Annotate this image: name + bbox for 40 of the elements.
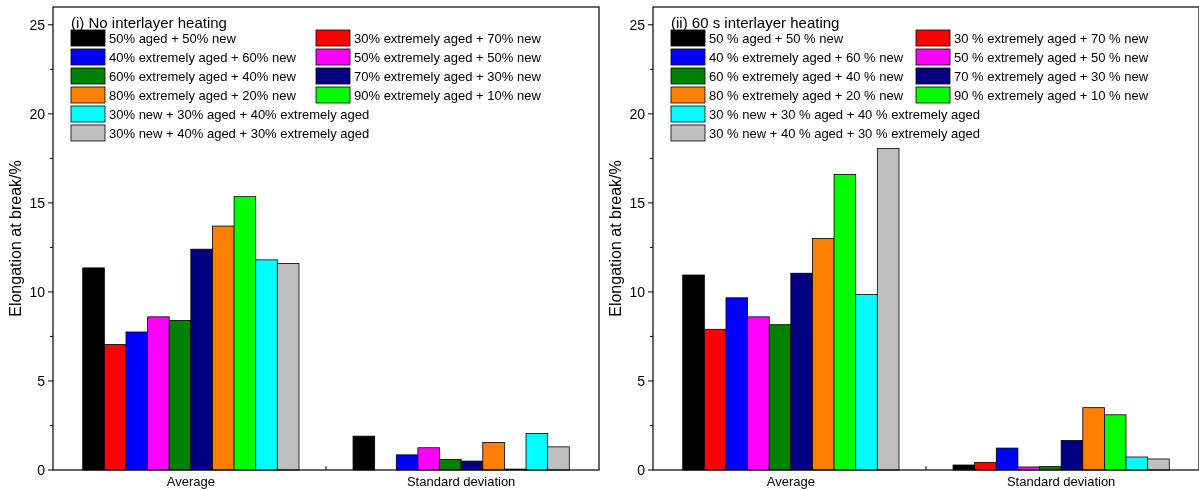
x-tick-label: Standard deviation [1006, 474, 1116, 489]
legend-label: 80% extremely aged + 20% new [109, 87, 297, 103]
legend-label: 30% new + 40% aged + 30% extremely aged [109, 125, 370, 141]
legend-label: 50% extremely aged + 50% new [354, 49, 542, 65]
y-tick-label: 15 [629, 194, 646, 211]
y-tick-label: 0 [37, 461, 46, 478]
y-tick-label: 5 [637, 372, 646, 389]
y-axis-title: Elongation at break/% [7, 160, 24, 317]
x-tick-label: Average [766, 474, 815, 489]
y-tick-label: 25 [29, 16, 46, 33]
legend-label: 50% aged + 50% new [109, 30, 237, 46]
y-tick-label: 20 [29, 105, 46, 122]
legend-label: 60 % extremely aged + 40 % new [709, 68, 904, 84]
x-tick-label: Standard deviation [406, 474, 516, 489]
legend-label: 90 % extremely aged + 10 % new [954, 87, 1149, 103]
x-tick-label: Average [166, 474, 215, 489]
legend-label: 50 % extremely aged + 50 % new [954, 49, 1149, 65]
legend-label: 30% extremely aged + 70% new [354, 30, 542, 46]
legend-label: 30 % extremely aged + 70 % new [954, 30, 1149, 46]
legend-label: 30 % new + 30 % aged + 40 % extremely aged [709, 106, 981, 122]
y-tick-label: 20 [629, 105, 646, 122]
legend-label: 40 % extremely aged + 60 % new [709, 49, 904, 65]
y-tick-label: 5 [37, 372, 46, 389]
y-tick-label: 25 [629, 16, 646, 33]
legend-label: 70% extremely aged + 30% new [354, 68, 542, 84]
y-axis-title: Elongation at break/% [607, 160, 624, 317]
legend-label: 30% new + 30% aged + 40% extremely aged [109, 106, 370, 122]
y-tick-label: 10 [29, 283, 46, 300]
legend-label: 80 % extremely aged + 20 % new [709, 87, 904, 103]
legend-label: 90% extremely aged + 10% new [354, 87, 542, 103]
y-tick-label: 15 [29, 194, 46, 211]
y-tick-label: 10 [629, 283, 646, 300]
text: (ii) 60 s interlayer heating [671, 14, 840, 31]
legend-label: 40% extremely aged + 60% new [109, 49, 297, 65]
text: (i) No interlayer heating [71, 14, 227, 31]
legend-label: 70 % extremely aged + 30 % new [954, 68, 1149, 84]
legend-label: 30 % new + 40 % aged + 30 % extremely aged [709, 125, 981, 141]
y-tick-label: 0 [637, 461, 646, 478]
legend-label: 60% extremely aged + 40% new [109, 68, 297, 84]
legend-label: 50 % aged + 50 % new [709, 30, 844, 46]
